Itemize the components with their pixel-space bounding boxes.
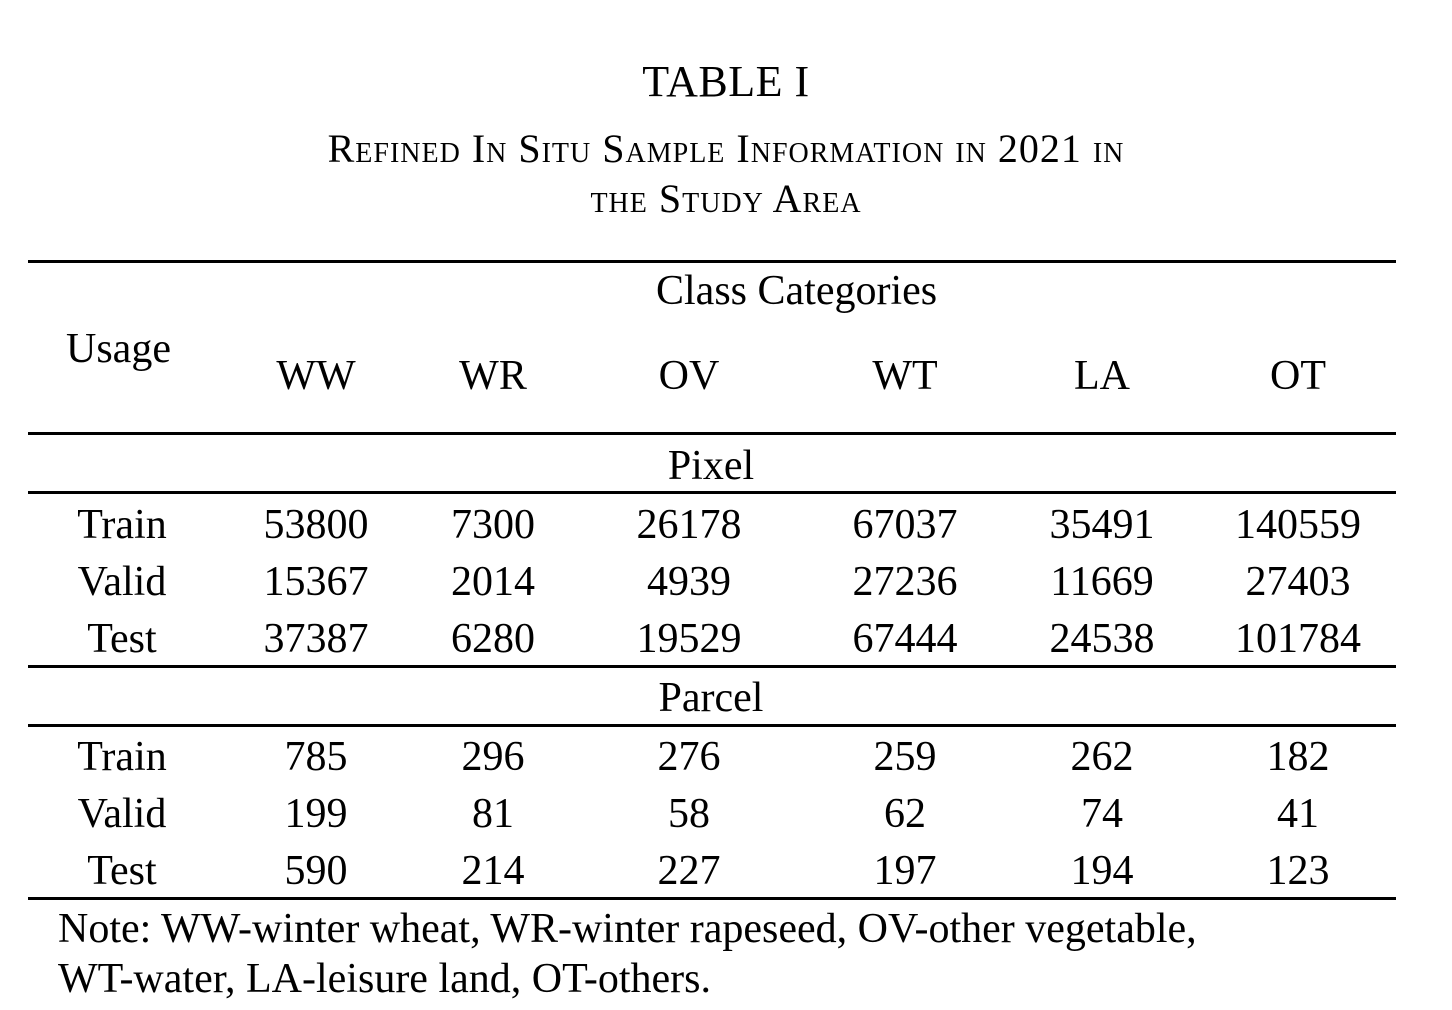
table-note-line-1: Note: WW-winter wheat, WR-winter rapesee…	[58, 906, 1197, 952]
group-label-parcel: Parcel	[658, 675, 764, 721]
pixel-rule	[28, 491, 1396, 494]
table-title-line-2: the Study Area	[590, 176, 862, 221]
header-rule	[28, 432, 1396, 435]
usage-header: Usage	[66, 326, 171, 372]
table-title-line-1: Refined In Situ Sample Information in 20…	[327, 126, 1125, 171]
group-label-pixel: Pixel	[667, 443, 755, 489]
table-title: Refined In Situ Sample Information in 20…	[0, 124, 1452, 224]
table-number: TABLE I	[642, 57, 810, 106]
top-rule	[28, 260, 1396, 263]
group-divider-rule	[28, 665, 1396, 668]
table-note: Note: WW-winter wheat, WR-winter rapesee…	[58, 904, 1398, 1004]
bottom-rule	[28, 897, 1396, 900]
parcel-rule	[28, 724, 1396, 727]
class-categories-header: Class Categories	[656, 268, 938, 314]
table-note-line-2: WT-water, LA-leisure land, OT-others.	[58, 956, 712, 1002]
